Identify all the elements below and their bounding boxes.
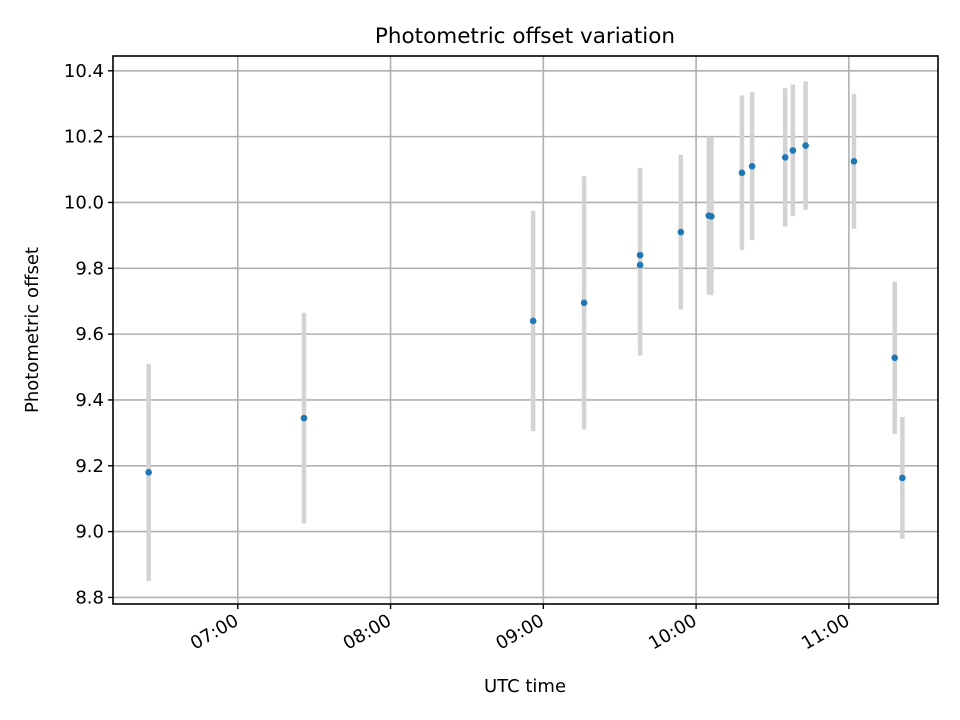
chart-title: Photometric offset variation bbox=[375, 24, 675, 49]
data-point bbox=[145, 469, 152, 476]
plot-frame bbox=[112, 55, 939, 605]
data-point bbox=[580, 299, 588, 307]
data-point bbox=[802, 142, 809, 149]
y-tick-label: 10.4 bbox=[64, 61, 104, 82]
y-tick-label: 10.2 bbox=[64, 127, 104, 148]
y-axis-label: Photometric offset bbox=[22, 247, 43, 413]
data-point bbox=[891, 354, 899, 362]
y-tick-label: 9.8 bbox=[75, 258, 104, 279]
y-tick-label: 9.4 bbox=[75, 390, 104, 411]
x-axis-label: UTC time bbox=[484, 676, 566, 697]
y-axis: 8.8 9.0 9.2 9.4 9.6 9.8 10.0 10.2 10.4 bbox=[64, 61, 113, 608]
data-point bbox=[636, 251, 644, 259]
data-points bbox=[145, 142, 906, 482]
y-tick-label: 9.2 bbox=[75, 456, 104, 477]
data-point bbox=[899, 474, 906, 482]
y-tick-label: 8.8 bbox=[75, 587, 104, 608]
data-point bbox=[300, 414, 308, 422]
grid bbox=[113, 56, 938, 604]
y-tick-label: 9.0 bbox=[75, 522, 104, 543]
data-point bbox=[850, 158, 858, 165]
data-point bbox=[748, 162, 756, 170]
y-tick-label: 10.0 bbox=[64, 192, 104, 213]
y-tick-label: 9.6 bbox=[75, 324, 104, 345]
data-point bbox=[677, 228, 685, 236]
data-point bbox=[781, 154, 789, 161]
data-point bbox=[738, 169, 746, 177]
data-point bbox=[708, 212, 715, 220]
data-point bbox=[529, 317, 537, 325]
data-point bbox=[636, 261, 644, 269]
data-point bbox=[789, 147, 797, 154]
